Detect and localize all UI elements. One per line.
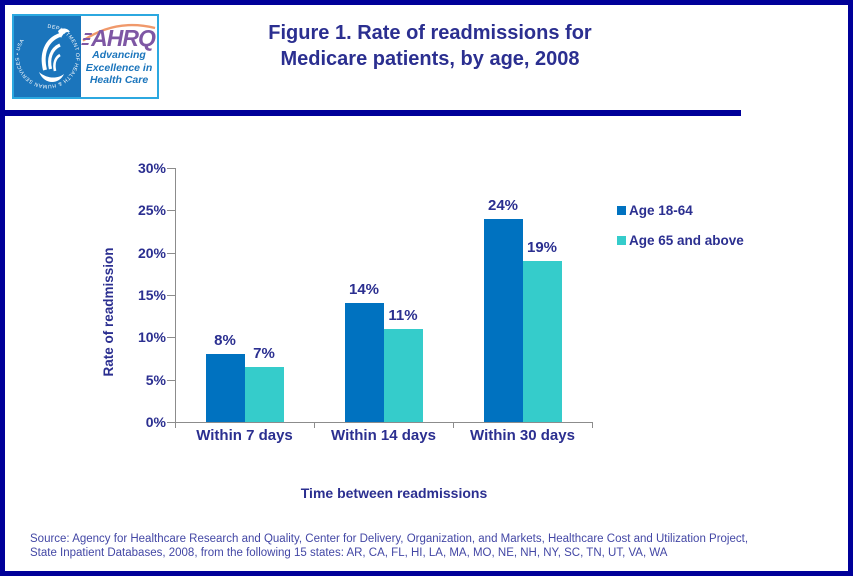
- bar-value-label: 19%: [526, 239, 558, 257]
- eagle-wing-3: [53, 53, 61, 72]
- bar-age-65-and-above: [522, 261, 562, 422]
- y-tick-mark: [167, 210, 175, 212]
- bar-value-label: 24%: [487, 196, 519, 214]
- eagle-tail: [39, 72, 64, 83]
- y-tick-mark: [167, 379, 175, 381]
- x-category-label: Within 14 days: [331, 427, 436, 444]
- hhs-ahrq-logo: DEPARTMENT OF HEALTH & HUMAN SERVICES • …: [12, 14, 159, 99]
- legend-swatch-icon: [617, 206, 626, 215]
- y-tick-mark: [167, 252, 175, 254]
- bar-age-18-64: [205, 354, 245, 422]
- bar-age-18-64: [344, 303, 384, 422]
- y-axis-line: [175, 168, 176, 422]
- source-note: Source: Agency for Healthcare Research a…: [30, 532, 748, 560]
- bar-value-label: 7%: [253, 344, 275, 362]
- x-axis-line: [175, 422, 593, 423]
- eagle-wing-1: [41, 33, 61, 71]
- ahrq-wordmark: AHRQ: [81, 25, 157, 51]
- eagle-head: [58, 28, 70, 38]
- bar-value-label: 8%: [214, 332, 236, 350]
- x-tick-mark: [175, 422, 176, 428]
- ahrq-tagline-line1: Advancing: [92, 49, 146, 61]
- hhs-seal-icon: DEPARTMENT OF HEALTH & HUMAN SERVICES • …: [14, 16, 81, 97]
- y-tick-label: 15%: [137, 287, 166, 303]
- x-tick-mark: [314, 422, 315, 428]
- x-category-label: Within 7 days: [196, 427, 293, 444]
- y-tick-label: 10%: [137, 329, 166, 346]
- x-axis-title: Time between readmissions: [300, 485, 488, 501]
- eagle-wing-2: [48, 43, 61, 70]
- ahrq-logo: AHRQ Advancing Excellence in Health Care: [81, 16, 157, 97]
- legend: Age 18-64 Age 65 and above: [617, 203, 744, 263]
- legend-item: Age 65 and above: [617, 233, 744, 248]
- legend-label: Age 65 and above: [629, 233, 744, 248]
- ahrq-tagline-line2: Excellence in: [85, 61, 153, 74]
- legend-swatch-icon: [617, 236, 626, 245]
- bar-value-label: 11%: [388, 306, 418, 324]
- bar-age-65-and-above: [383, 328, 423, 422]
- x-tick-mark: [453, 422, 454, 428]
- y-tick-label: 25%: [137, 202, 166, 219]
- source-line1: Source: Agency for Healthcare Research a…: [30, 533, 749, 545]
- bar-age-65-and-above: [244, 366, 284, 422]
- legend-label: Age 18-64: [629, 203, 693, 218]
- figure-title-line1: Figure 1. Rate of readmissions for: [268, 22, 592, 44]
- y-tick-mark: [167, 168, 175, 169]
- y-tick-mark: [167, 295, 175, 296]
- x-tick-mark: [592, 422, 593, 428]
- y-tick-label: 30%: [137, 160, 166, 176]
- hhs-seal: DEPARTMENT OF HEALTH & HUMAN SERVICES • …: [14, 16, 81, 97]
- y-tick-label: 0%: [145, 414, 166, 430]
- x-category-label: Within 30 days: [470, 427, 575, 444]
- y-tick-mark: [167, 337, 175, 339]
- y-tick-label: 5%: [145, 371, 166, 388]
- source-line2: State Inpatient Databases, 2008, from th…: [30, 547, 668, 559]
- figure-title: Figure 1. Rate of readmissions for Medic…: [180, 20, 680, 72]
- bar-age-18-64: [483, 218, 523, 422]
- legend-item: Age 18-64: [617, 203, 744, 218]
- y-tick-mark: [167, 422, 175, 423]
- ahrq-text: AHRQ: [91, 25, 156, 51]
- ahrq-tagline-line3: Health Care: [89, 74, 149, 86]
- y-tick-label: 20%: [137, 244, 166, 261]
- bar-value-label: 14%: [348, 281, 380, 299]
- header-divider-rule: [5, 110, 741, 116]
- figure-title-line2: Medicare patients, by age, 2008: [280, 48, 580, 70]
